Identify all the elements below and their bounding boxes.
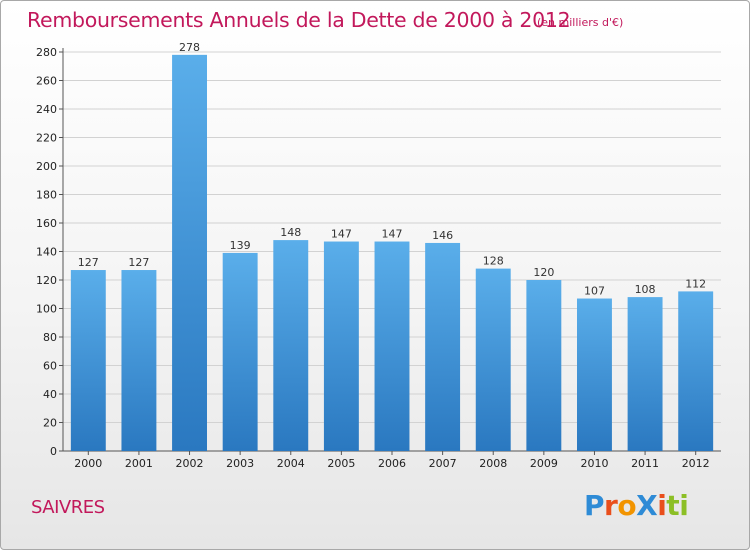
- bar-2009: [526, 280, 562, 451]
- x-tick-label-2008: 2008: [479, 457, 507, 470]
- logo-letter: o: [617, 489, 637, 522]
- x-tick-label-2010: 2010: [580, 457, 608, 470]
- x-tick-label-2011: 2011: [631, 457, 659, 470]
- x-tick-label-2007: 2007: [429, 457, 457, 470]
- logo-letter: t: [666, 489, 680, 522]
- y-tick-label: 260: [36, 75, 57, 88]
- logo-letter: i: [657, 489, 667, 522]
- city-name: SAIVRES: [31, 497, 105, 518]
- bar-2010: [576, 298, 612, 451]
- y-tick-label: 160: [36, 217, 57, 230]
- data-label-2004: 148: [280, 226, 301, 239]
- y-tick-label: 220: [36, 132, 57, 145]
- y-tick-label: 140: [36, 246, 57, 259]
- unit-label: (en milliers d'€): [537, 16, 624, 29]
- y-tick-label: 240: [36, 103, 57, 116]
- y-tick-label: 20: [43, 417, 57, 430]
- logo-letter: r: [604, 489, 618, 522]
- bar-2012: [678, 291, 714, 451]
- bar-2004: [273, 240, 309, 451]
- chart-title: Remboursements Annuels de la Dette de 20…: [27, 8, 571, 32]
- y-tick-label: 120: [36, 274, 57, 287]
- logo-letter: i: [679, 489, 689, 522]
- data-label-2009: 120: [533, 266, 554, 279]
- bar-2008: [475, 268, 511, 451]
- x-tick-label-2001: 2001: [125, 457, 153, 470]
- data-label-2002: 278: [179, 41, 200, 54]
- data-label-2001: 127: [128, 256, 149, 269]
- x-tick-label-2009: 2009: [530, 457, 558, 470]
- bar-2001: [121, 270, 157, 451]
- y-tick-label: 100: [36, 303, 57, 316]
- y-tick-label: 180: [36, 189, 57, 202]
- bar-2005: [323, 241, 359, 451]
- y-tick-label: 200: [36, 160, 57, 173]
- bar-2011: [627, 297, 663, 451]
- x-tick-label-2012: 2012: [682, 457, 710, 470]
- x-tick-label-2005: 2005: [327, 457, 355, 470]
- bar-2000: [70, 270, 106, 451]
- x-tick-label-2000: 2000: [74, 457, 102, 470]
- label-layer: 127 127 278 139 148 147 147 146 128 120 107 108 112: [78, 41, 706, 298]
- logo-letter: X: [636, 489, 658, 522]
- proxiti-logo: ProXiti: [584, 489, 689, 522]
- data-label-2011: 108: [635, 283, 656, 296]
- x-tick-label-2004: 2004: [277, 457, 305, 470]
- bar-2002: [172, 54, 208, 451]
- data-label-2003: 139: [230, 239, 251, 252]
- data-label-2005: 147: [331, 228, 352, 241]
- bar-2007: [425, 242, 461, 451]
- y-tick-label: 0: [50, 445, 57, 458]
- y-tick-label: 60: [43, 360, 57, 373]
- data-label-2006: 147: [382, 228, 403, 241]
- y-tick-label: 40: [43, 388, 57, 401]
- bar-layer: [70, 54, 714, 451]
- y-tick-label: 280: [36, 46, 57, 59]
- data-label-2000: 127: [78, 256, 99, 269]
- bar-2003: [222, 252, 258, 451]
- x-tick-label-2002: 2002: [176, 457, 204, 470]
- x-tick-label-2006: 2006: [378, 457, 406, 470]
- data-label-2012: 112: [685, 277, 706, 290]
- data-label-2010: 107: [584, 285, 605, 298]
- logo-letter: P: [584, 489, 605, 522]
- data-label-2007: 146: [432, 229, 453, 242]
- data-label-2008: 128: [483, 255, 504, 268]
- x-tick-label-2003: 2003: [226, 457, 254, 470]
- y-tick-label: 80: [43, 331, 57, 344]
- bar-2006: [374, 241, 410, 451]
